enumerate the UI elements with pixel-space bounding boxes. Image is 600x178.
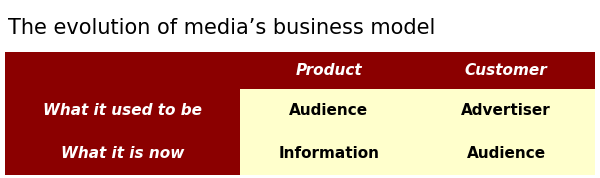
Bar: [5, 52, 595, 175]
Text: Customer: Customer: [465, 63, 548, 78]
Text: Advertiser: Advertiser: [461, 103, 551, 118]
Text: Audience: Audience: [289, 103, 368, 118]
Text: Product: Product: [295, 63, 362, 78]
Text: What it is now: What it is now: [61, 146, 184, 161]
Text: Audience: Audience: [467, 146, 546, 161]
Text: The evolution of media’s business model: The evolution of media’s business model: [8, 18, 436, 38]
Text: Information: Information: [278, 146, 379, 161]
Bar: [240, 89, 595, 175]
Text: What it used to be: What it used to be: [43, 103, 202, 118]
